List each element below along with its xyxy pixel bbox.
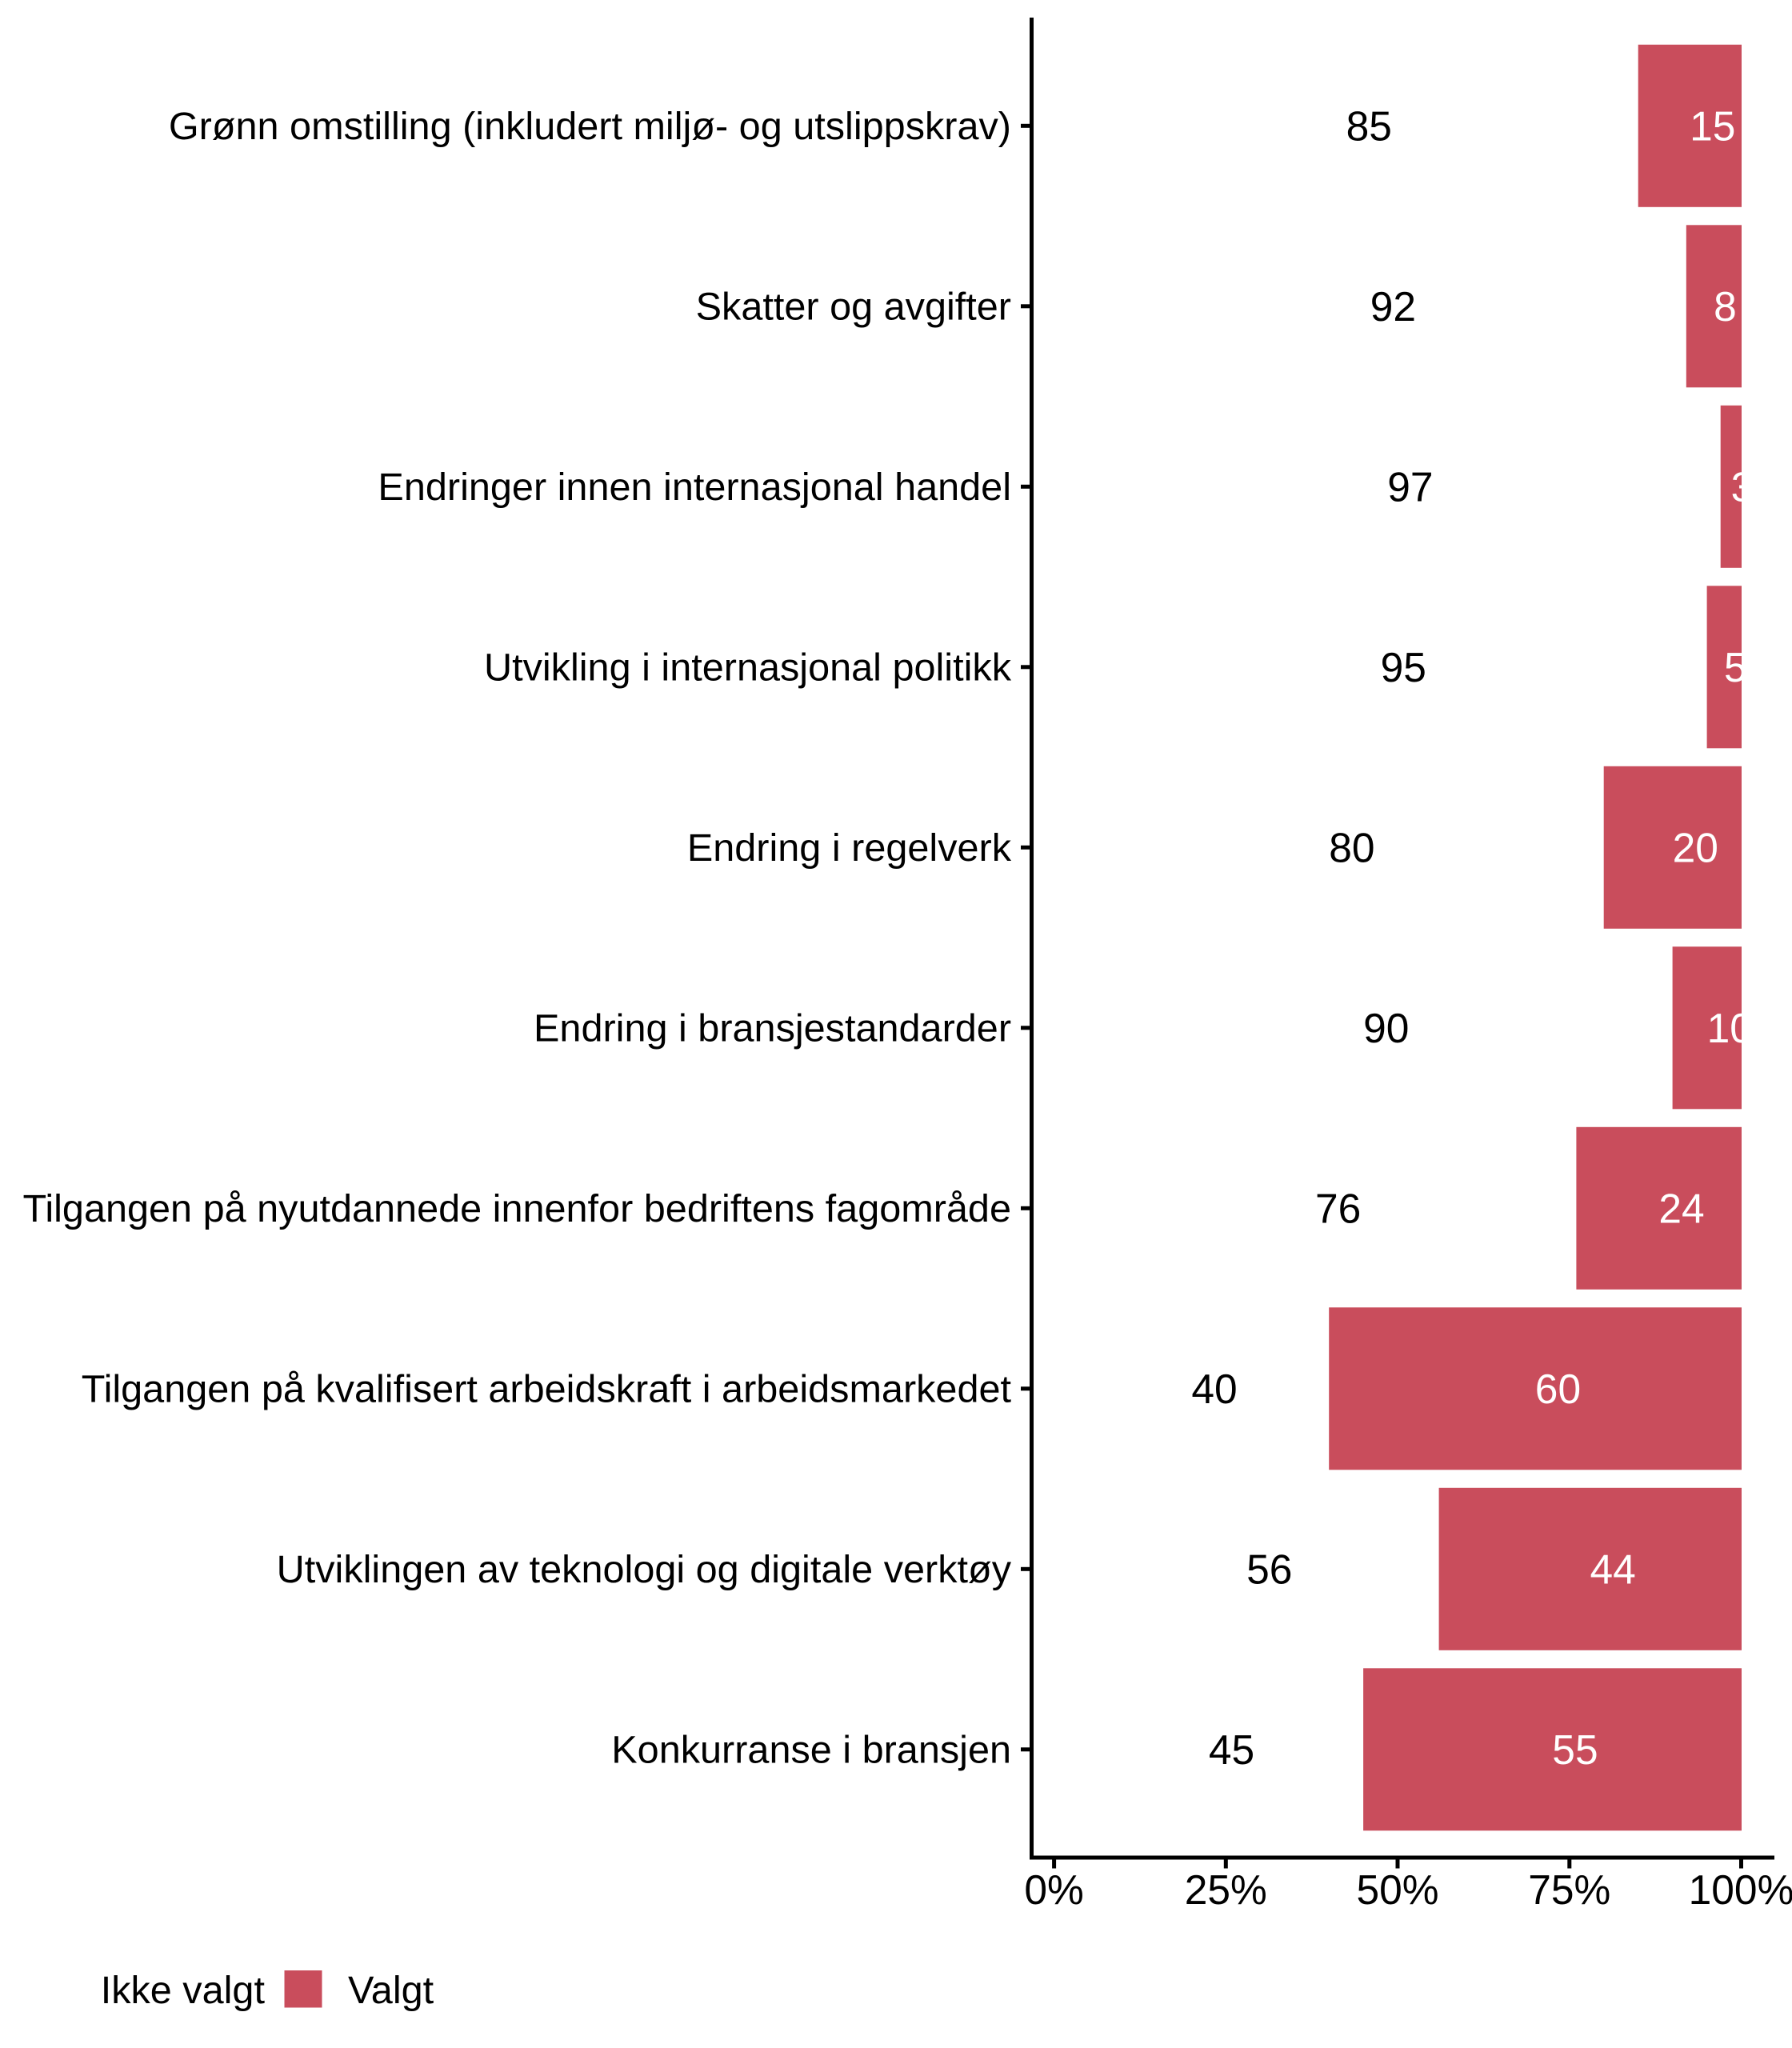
svg-text:3: 3 bbox=[1731, 464, 1754, 510]
svg-text:56: 56 bbox=[1246, 1546, 1292, 1593]
svg-text:Ikke valgt: Ikke valgt bbox=[101, 1969, 266, 2012]
svg-text:25%: 25% bbox=[1185, 1866, 1267, 1913]
svg-text:0%: 0% bbox=[1024, 1866, 1083, 1913]
svg-text:50%: 50% bbox=[1356, 1866, 1438, 1913]
svg-text:Grønn omstilling (inkludert mi: Grønn omstilling (inkludert miljø- og ut… bbox=[169, 105, 1011, 148]
svg-text:60: 60 bbox=[1535, 1366, 1581, 1412]
svg-text:Endring i bransjestandarder: Endring i bransjestandarder bbox=[534, 1006, 1011, 1050]
svg-text:90: 90 bbox=[1363, 1005, 1409, 1051]
svg-text:Valgt: Valgt bbox=[348, 1969, 434, 2012]
svg-text:Endring i regelverk: Endring i regelverk bbox=[687, 826, 1012, 870]
svg-text:5: 5 bbox=[1724, 644, 1747, 690]
svg-text:85: 85 bbox=[1346, 103, 1392, 150]
svg-text:Utvikling i internasjonal poli: Utvikling i internasjonal politikk bbox=[484, 646, 1012, 689]
svg-text:10: 10 bbox=[1707, 1005, 1753, 1051]
svg-text:Tilgangen på kvalifisert arbei: Tilgangen på kvalifisert arbeidskraft i … bbox=[82, 1367, 1012, 1410]
svg-text:8: 8 bbox=[1714, 283, 1737, 330]
svg-text:Skatter og avgifter: Skatter og avgifter bbox=[696, 285, 1011, 328]
svg-text:Endringer innen internasjonal: Endringer innen internasjonal handel bbox=[378, 466, 1011, 509]
svg-text:Utviklingen av teknologi og di: Utviklingen av teknologi og digitale ver… bbox=[277, 1548, 1012, 1591]
svg-text:24: 24 bbox=[1658, 1186, 1704, 1232]
svg-text:40: 40 bbox=[1191, 1366, 1237, 1412]
svg-text:45: 45 bbox=[1209, 1726, 1254, 1773]
svg-text:92: 92 bbox=[1370, 283, 1416, 330]
svg-text:44: 44 bbox=[1590, 1546, 1636, 1593]
svg-text:55: 55 bbox=[1552, 1726, 1598, 1773]
svg-text:75%: 75% bbox=[1528, 1866, 1610, 1913]
svg-text:Tilgangen på nyutdannede innen: Tilgangen på nyutdannede innenfor bedrif… bbox=[22, 1187, 1011, 1230]
svg-text:95: 95 bbox=[1381, 644, 1426, 690]
svg-text:20: 20 bbox=[1673, 825, 1718, 871]
svg-text:Konkurranse i bransjen: Konkurranse i bransjen bbox=[611, 1728, 1011, 1771]
svg-text:97: 97 bbox=[1387, 464, 1433, 510]
svg-text:80: 80 bbox=[1329, 825, 1374, 871]
svg-text:15: 15 bbox=[1690, 103, 1735, 150]
svg-text:76: 76 bbox=[1315, 1186, 1361, 1232]
svg-text:100%: 100% bbox=[1689, 1866, 1792, 1913]
